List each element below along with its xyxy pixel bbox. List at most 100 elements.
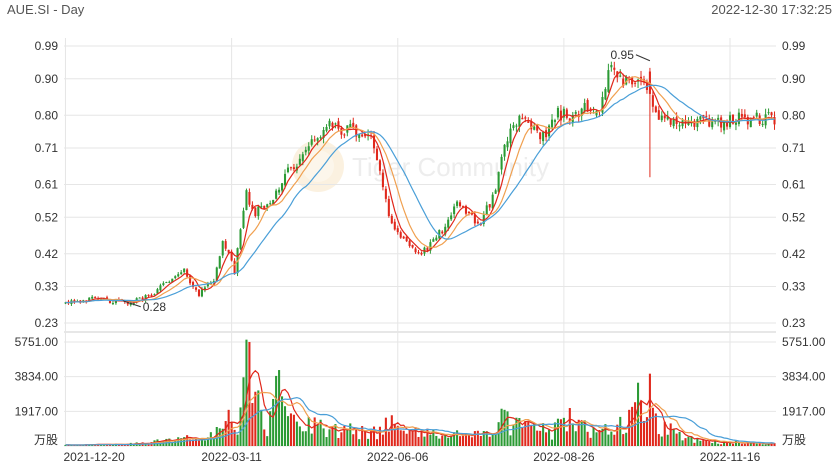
volume-bar: [283, 406, 287, 446]
price-tick-label-left: 0.42: [35, 247, 59, 261]
candle-body: [767, 112, 770, 114]
candle-body: [752, 116, 755, 118]
volume-tick-label-right: 1917.00: [782, 404, 826, 418]
volume-unit-right: 万股: [782, 433, 806, 447]
volume-bar: [654, 413, 657, 446]
candle-body: [390, 215, 393, 224]
candle-body: [159, 285, 162, 291]
volume-bar: [251, 403, 254, 446]
candle-body: [559, 110, 562, 121]
candle-body: [527, 121, 530, 123]
candle-body: [539, 132, 542, 140]
volume-bar: [257, 390, 260, 446]
candle-body: [444, 226, 447, 235]
volume-bar: [70, 445, 73, 446]
candle-body: [607, 70, 610, 92]
volume-bar: [666, 434, 669, 446]
candle-body: [651, 95, 654, 107]
volume-bar: [542, 423, 545, 446]
volume-bar: [660, 436, 663, 446]
volume-bar: [749, 442, 752, 446]
candle-body: [482, 214, 485, 224]
volume-bar: [230, 422, 233, 446]
candle-body: [447, 219, 450, 228]
candle-body: [361, 134, 364, 137]
price-ma-lines: [65, 70, 775, 304]
candle-body: [349, 123, 352, 128]
volume-bar: [473, 431, 476, 446]
volume-bar: [515, 417, 518, 446]
volume-bar: [387, 431, 390, 446]
candle-body: [743, 114, 746, 118]
candle-body: [162, 283, 165, 286]
volume-bar: [586, 431, 589, 446]
candle-body: [580, 108, 583, 116]
candle-body: [622, 78, 625, 87]
volume-bar: [203, 440, 206, 446]
volume-bar: [450, 435, 453, 446]
candle-body: [666, 116, 669, 120]
candle-body: [737, 112, 740, 125]
volume-bar: [307, 417, 310, 446]
volume-bar: [491, 433, 494, 446]
volume-bar: [396, 425, 399, 446]
volume-bar: [319, 419, 322, 446]
candle-body: [251, 204, 254, 210]
volume-bar: [426, 428, 429, 446]
annotation-low-label: 0.28: [143, 300, 167, 314]
watermark: Tiger Community: [292, 140, 549, 192]
volume-bar: [459, 436, 462, 446]
volume-bar: [432, 429, 435, 446]
candle-body: [88, 297, 91, 302]
volume-bar: [120, 444, 123, 446]
candle-body: [275, 190, 278, 199]
volume-bar: [381, 434, 384, 446]
candle-body: [197, 289, 201, 296]
volume-bar: [64, 444, 67, 446]
volume-bar: [476, 430, 479, 446]
candle-body: [628, 77, 631, 79]
volume-bar: [651, 407, 654, 446]
volume-bar: [568, 408, 571, 446]
candle-body: [156, 289, 159, 294]
candle-body: [411, 244, 414, 248]
volume-bar: [194, 437, 198, 446]
candle-body: [281, 183, 284, 191]
tiger-logo-icon: [292, 140, 344, 192]
volume-bar: [702, 440, 705, 446]
candle-body: [420, 252, 423, 255]
candle-body: [387, 198, 390, 216]
candle-body: [396, 228, 399, 233]
candle-body: [515, 125, 518, 127]
volume-bar: [577, 419, 580, 446]
volume-bar: [423, 436, 426, 446]
price-grid: [64, 38, 776, 446]
candle-body: [595, 110, 598, 116]
price-ma20-line: [65, 84, 775, 304]
volume-bar: [761, 444, 764, 446]
volume-bar: [132, 444, 135, 446]
volume-bar: [408, 430, 411, 446]
volume-bar: [343, 426, 346, 446]
candle-body: [165, 282, 168, 284]
candle-body: [586, 100, 589, 112]
candle-body: [461, 206, 465, 208]
candle-body: [307, 146, 310, 151]
candle-body: [328, 120, 331, 127]
candle-body: [221, 241, 224, 256]
candle-body: [203, 287, 206, 291]
candle-body: [91, 296, 94, 299]
candle-body: [583, 102, 586, 112]
price-tick-label-right: 0.42: [782, 247, 806, 261]
volume-bar: [461, 435, 465, 446]
price-tick-label-left: 0.90: [35, 72, 59, 86]
volume-ma-lines: [65, 369, 775, 446]
candle-body: [230, 252, 233, 261]
candle-body: [233, 260, 236, 275]
volume-bar: [171, 442, 174, 446]
candle-body: [723, 121, 726, 131]
candle-body: [524, 117, 527, 119]
price-tick-label-left: 0.52: [35, 210, 59, 224]
volume-bar: [565, 431, 568, 446]
volume-bar: [767, 443, 770, 446]
